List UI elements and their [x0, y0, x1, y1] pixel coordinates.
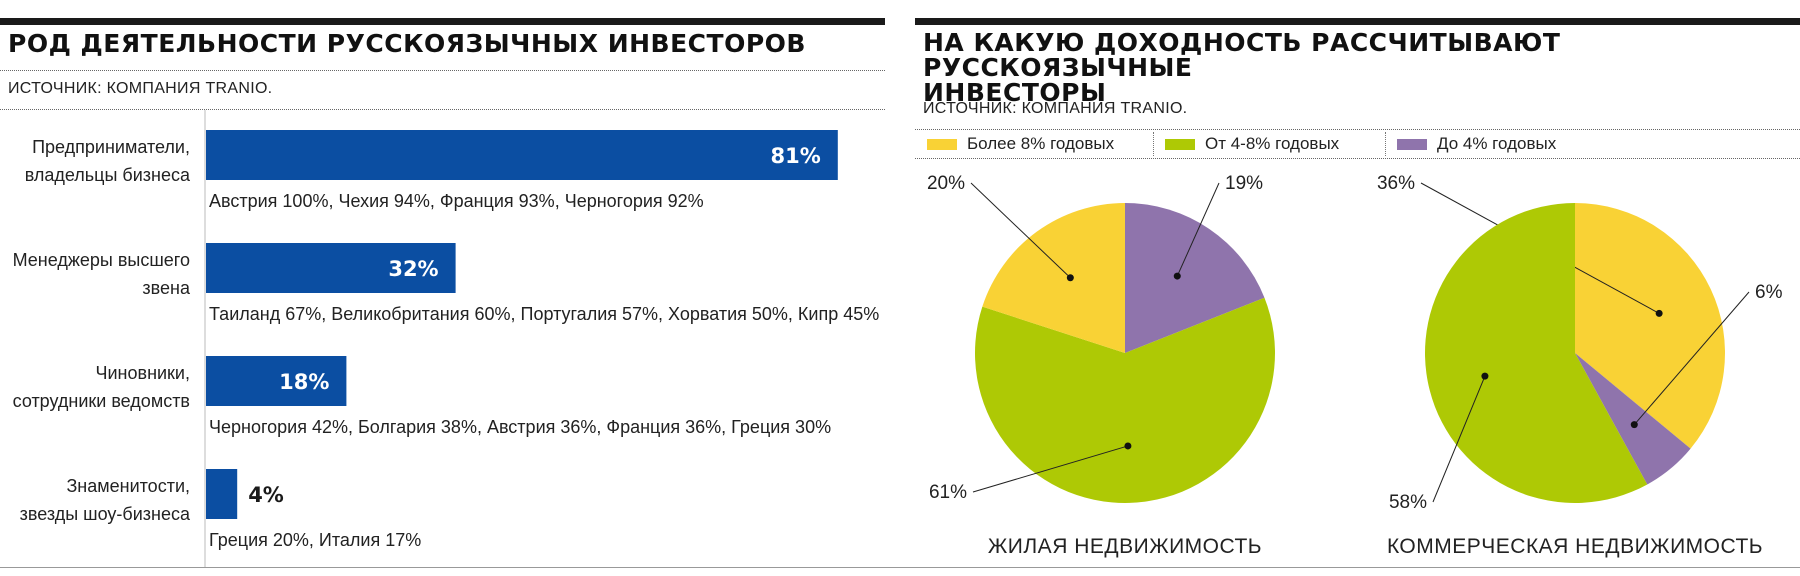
legend-separator: [1153, 132, 1154, 156]
category-label: Менеджеры высшего: [13, 250, 190, 270]
category-label: Предприниматели,: [32, 137, 190, 157]
legend-swatch-yellow: [927, 138, 957, 150]
leader-dot: [1481, 372, 1489, 380]
occupation-source: ИСТОЧНИК: КОМПАНИЯ TRANIO.: [8, 80, 273, 97]
top-rule: [0, 18, 885, 25]
leader-line: [1432, 375, 1486, 503]
slice-label: 20%: [927, 173, 965, 194]
bar: [206, 243, 456, 293]
value-label: 18%: [279, 370, 329, 394]
divider: [915, 158, 1800, 159]
yield-chart-panel: НА КАКУЮ ДОХОДНОСТЬ РАССЧИТЫВАЮТ РУССКОЯ…: [915, 0, 1800, 576]
bar: [206, 130, 838, 180]
bottom-rule: [0, 567, 1800, 568]
country-note: Австрия 100%, Чехия 94%, Франция 93%, Че…: [209, 191, 704, 211]
legend-label: До 4% годовых: [1437, 134, 1557, 153]
yield-pie-charts: 19% 61% 20% ЖИЛАЯ НЕДВИЖИМОСТЬ 36% 6% 58% КОММЕ…: [927, 173, 1783, 558]
pie-slice: [1425, 203, 1648, 503]
category-label: звезды шоу-бизнеса: [20, 504, 191, 524]
occupation-chart-title: РОД ДЕЯТЕЛЬНОСТИ РУССКОЯЗЫЧНЫХ ИНВЕСТОРО…: [8, 29, 806, 58]
leader-line: [1176, 182, 1220, 277]
divider: [0, 109, 885, 110]
category-label: сотрудники ведомств: [13, 391, 190, 411]
pie-caption: КОММЕРЧЕСКАЯ НЕДВИЖИМОСТЬ: [1387, 535, 1763, 558]
occupation-bar-chart: Предприниматели, владельцы бизнеса 81% Авст…: [13, 110, 879, 568]
leader-line: [970, 182, 1071, 279]
occupation-chart-panel: РОД ДЕЯТЕЛЬНОСТИ РУССКОЯЗЫЧНЫХ ИНВЕСТОРО…: [0, 0, 885, 576]
bar: [206, 469, 238, 519]
divider: [0, 70, 885, 71]
value-label: 81%: [771, 144, 821, 168]
legend-item-under-4: До 4% годовых: [1397, 130, 1556, 158]
leader-dot: [1173, 272, 1181, 280]
category-label: Чиновники,: [96, 363, 191, 383]
legend-label: Более 8% годовых: [967, 134, 1115, 153]
country-note: Таиланд 67%, Великобритания 60%, Португа…: [209, 304, 879, 324]
leader-line: [972, 445, 1129, 493]
leader-dot: [1655, 309, 1663, 317]
slice-label: 6%: [1755, 282, 1783, 303]
pie-caption: ЖИЛАЯ НЕДВИЖИМОСТЬ: [988, 535, 1262, 558]
legend-label: От 4-8% годовых: [1205, 134, 1340, 153]
slice-label: 58%: [1389, 492, 1427, 513]
value-label: 4%: [248, 483, 284, 507]
yield-chart-title: НА КАКУЮ ДОХОДНОСТЬ РАССЧИТЫВАЮТ РУССКОЯ…: [923, 30, 1792, 105]
leader-dot: [1630, 421, 1638, 429]
slice-label: 36%: [1377, 173, 1415, 194]
leader-dot: [1124, 442, 1132, 450]
category-label: Знаменитости,: [66, 476, 190, 496]
legend-swatch-green: [1165, 138, 1195, 150]
leader-dot: [1066, 274, 1074, 282]
bar: [206, 356, 347, 406]
pie-slice: [1575, 353, 1691, 485]
category-label: звена: [142, 278, 191, 298]
value-label: 32%: [388, 257, 438, 281]
yield-title-line1: НА КАКУЮ ДОХОДНОСТЬ РАССЧИТЫВАЮТ РУССКОЯ…: [923, 28, 1561, 82]
leader-line: [1633, 291, 1750, 425]
country-note: Черногория 42%, Болгария 38%, Австрия 36…: [209, 417, 831, 437]
yield-source: ИСТОЧНИК: КОМПАНИЯ TRANIO.: [923, 100, 1188, 117]
legend-separator: [1385, 132, 1386, 156]
slice-label: 61%: [929, 482, 967, 503]
slice-label: 19%: [1225, 173, 1263, 194]
pie-slice: [982, 203, 1125, 353]
pie-slice: [1125, 203, 1265, 353]
yield-title-line2: ИНВЕСТОРЫ: [923, 78, 1107, 107]
legend-item-4-8: От 4-8% годовых: [1165, 130, 1339, 158]
pie-slice: [1575, 203, 1725, 449]
category-label: владельцы бизнеса: [25, 165, 191, 185]
legend-item-over-8: Более 8% годовых: [927, 130, 1114, 158]
pie-slice: [975, 297, 1275, 503]
yield-legend: Более 8% годовых От 4-8% годовых До 4% г…: [915, 130, 1795, 158]
top-rule: [915, 18, 1800, 25]
country-note: Греция 20%, Италия 17%: [209, 530, 421, 550]
legend-swatch-purple: [1397, 138, 1427, 150]
divider: [915, 129, 1800, 130]
